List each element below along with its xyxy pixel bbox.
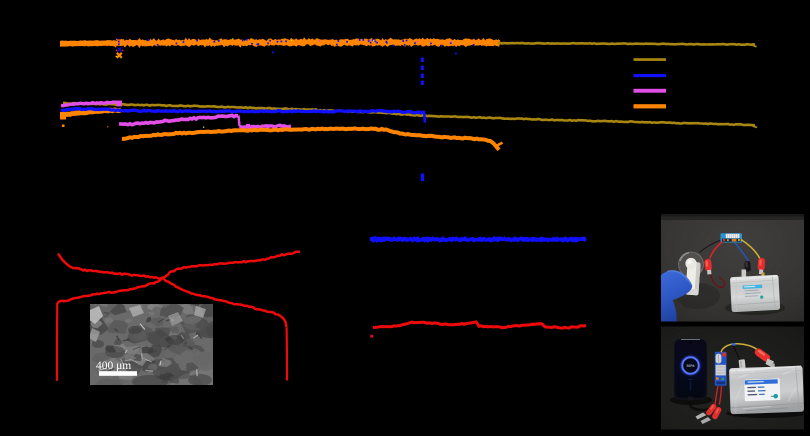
svg-text:50%: 50%: [686, 363, 694, 368]
svg-text:400 μm: 400 μm: [96, 360, 131, 372]
